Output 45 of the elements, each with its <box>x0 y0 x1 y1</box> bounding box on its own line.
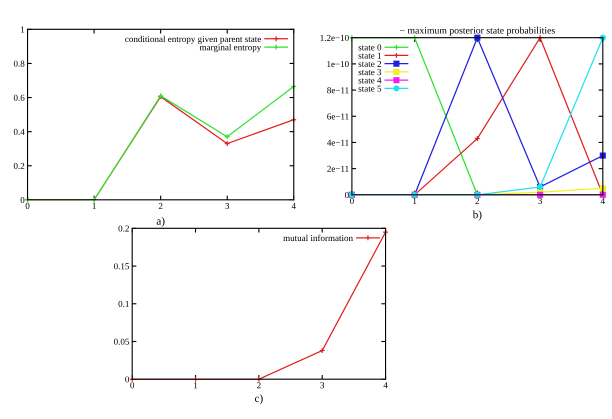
y-tick-label: 1.2e−10 <box>320 34 349 41</box>
text: c) <box>254 394 263 404</box>
y-tick-label: 1 <box>21 26 24 32</box>
y-tick-label: 0.1 <box>118 300 129 308</box>
legend-label: state 1 <box>358 52 381 59</box>
legend-label: state 5 <box>358 86 382 92</box>
legend-label: state 0 <box>358 44 382 50</box>
x-tick-label: 1 <box>194 382 198 388</box>
y-tick-label: 0.4 <box>14 128 25 135</box>
y-tick-label: 0 <box>125 376 130 382</box>
x-tick-label: 2 <box>257 382 261 388</box>
legend-label: state 2 <box>358 60 382 67</box>
legend-label: state 3 <box>358 69 382 76</box>
text: b) <box>472 210 482 221</box>
x-tick-label: 0 <box>26 202 30 209</box>
y-tick-label: 1e−10 <box>327 61 349 68</box>
text: a) <box>156 216 164 227</box>
legend-label: state 4 <box>358 77 382 84</box>
y-tick-label: 0.6 <box>14 94 24 101</box>
y-tick-label: 2e−11 <box>327 166 349 172</box>
y-tick-label: 0.15 <box>114 263 130 270</box>
legend-label: mutual information <box>283 234 353 242</box>
legend-label: conditional entropy given parent state <box>125 36 261 44</box>
chart-title: − maximum posterior state probabilities <box>400 26 555 36</box>
x-tick-label: 0 <box>130 382 134 388</box>
y-tick-label: 0 <box>344 192 349 198</box>
x-tick-label: 3 <box>538 198 542 204</box>
x-tick-label: 4 <box>600 198 605 204</box>
y-tick-label: 0.05 <box>114 338 130 345</box>
x-tick-label: 0 <box>350 198 354 204</box>
y-tick-label: 6e−11 <box>327 113 349 120</box>
x-tick-label: 3 <box>320 382 324 388</box>
legend-label: marginal entropy <box>200 44 262 52</box>
y-tick-label: 4e−11 <box>326 140 349 146</box>
x-tick-label: 4 <box>292 202 296 209</box>
y-tick-label: 0.8 <box>14 60 24 67</box>
x-tick-label: 4 <box>383 382 388 388</box>
y-tick-label: 8e−11 <box>327 87 349 94</box>
x-tick-label: 2 <box>476 198 480 204</box>
y-tick-label: 0.2 <box>118 225 129 232</box>
x-tick-label: 3 <box>225 202 230 209</box>
y-tick-label: 0.2 <box>14 162 24 170</box>
x-tick-label: 1 <box>413 198 416 204</box>
x-tick-label: 2 <box>158 202 162 209</box>
x-tick-label: 1 <box>92 202 96 209</box>
